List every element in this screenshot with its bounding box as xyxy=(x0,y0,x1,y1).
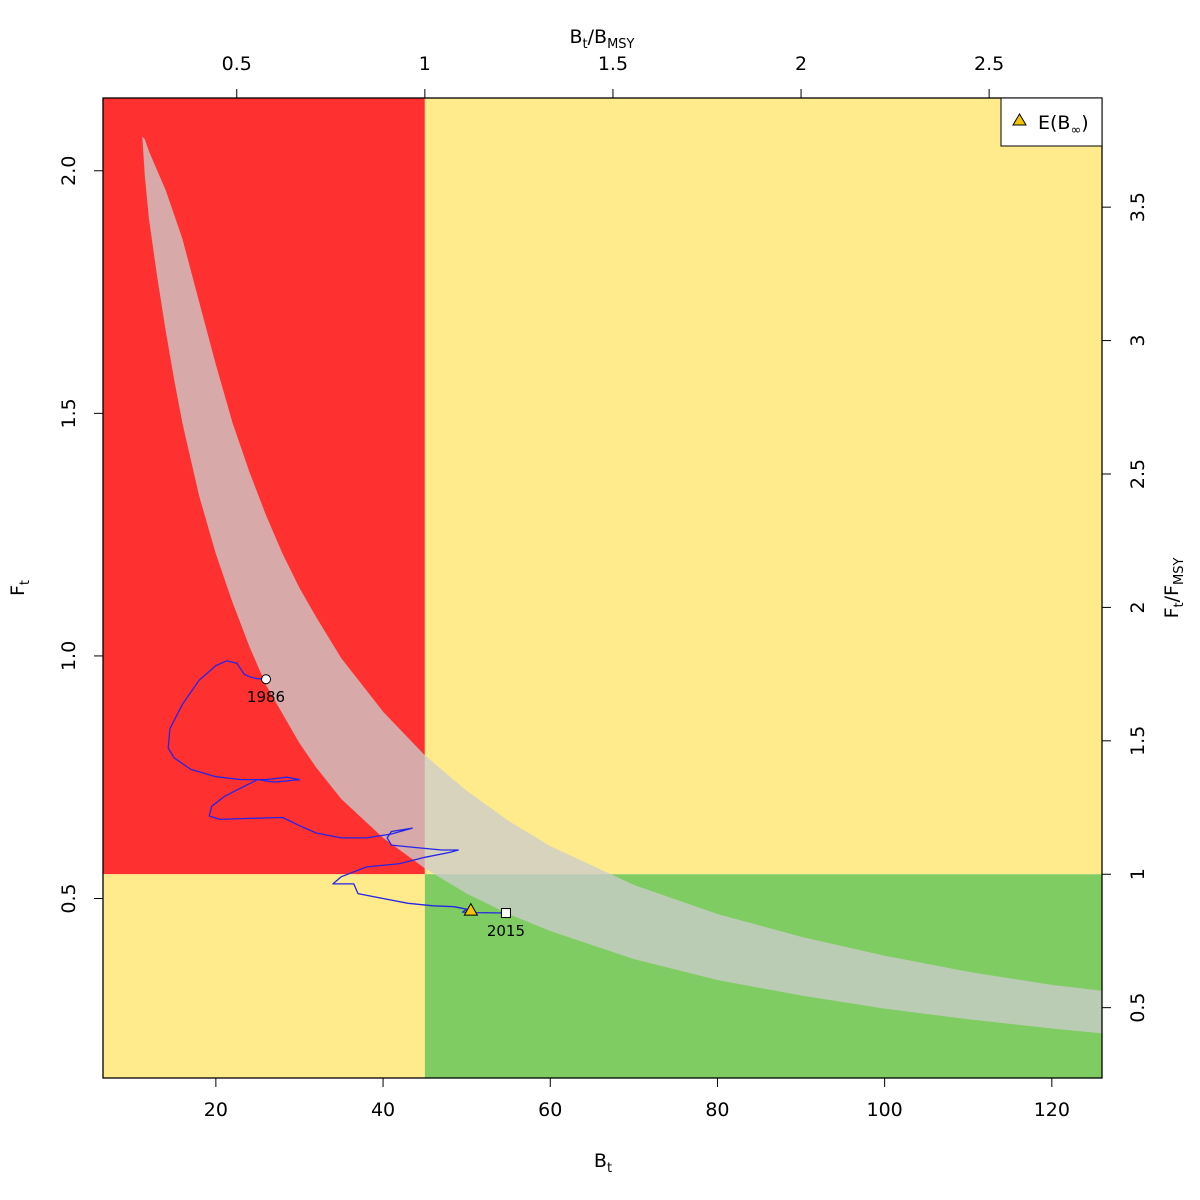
x-tick-label: 80 xyxy=(705,1099,729,1121)
right-tick-label: 2 xyxy=(1127,601,1149,613)
y-tick-label: 1.0 xyxy=(58,641,80,671)
biomass-fishing-trajectory xyxy=(167,660,506,914)
top-tick-label: 2 xyxy=(795,53,807,75)
end-year-label: 2015 xyxy=(487,922,525,940)
x-tick-label: 100 xyxy=(867,1099,903,1121)
msy-confidence-band xyxy=(142,136,1102,1034)
x-tick-label: 60 xyxy=(538,1099,562,1121)
quadrant-yellow-upper xyxy=(424,98,1102,875)
legend-label: E(B∞) xyxy=(1038,112,1089,138)
end-year-marker xyxy=(500,908,511,919)
right-tick-label: 1.5 xyxy=(1127,726,1149,756)
x-axis-title: Bt xyxy=(594,1150,612,1176)
top-tick-label: 1.5 xyxy=(598,53,628,75)
x-axis-bottom: 20 40 60 80 100 120 xyxy=(204,1078,1070,1121)
y-axis-right: 0.5 1 1.5 2 2.5 3 3.5 xyxy=(1102,192,1149,1023)
y-tick-label: 0.5 xyxy=(58,883,80,913)
right-tick-label: 0.5 xyxy=(1127,993,1149,1023)
y-axis-title: Ft xyxy=(7,580,33,596)
start-year-marker xyxy=(261,674,272,685)
y-tick-label: 2.0 xyxy=(58,156,80,186)
top-tick-label: 1 xyxy=(419,53,431,75)
equilibrium-marker xyxy=(463,902,479,916)
legend: E(B∞) xyxy=(1000,97,1103,147)
x-axis-top: 0.5 1 1.5 2 2.5 xyxy=(222,53,1004,98)
status-quadrants xyxy=(103,98,1102,1078)
right-axis-title: Ft/FMSY xyxy=(1161,558,1187,619)
x-tick-label: 40 xyxy=(371,1099,395,1121)
right-tick-label: 3 xyxy=(1127,335,1149,347)
msy-band-area xyxy=(142,136,1102,1034)
trajectory-markers: 1986 2015 xyxy=(247,674,525,940)
y-tick-label: 1.5 xyxy=(58,398,80,428)
y-axis-left: 0.5 1.0 1.5 2.0 xyxy=(58,156,103,914)
trajectory-line xyxy=(167,660,506,914)
top-tick-label: 2.5 xyxy=(974,53,1004,75)
start-year-label: 1986 xyxy=(247,688,285,706)
x-tick-label: 120 xyxy=(1034,1099,1070,1121)
plot-frame xyxy=(102,97,1103,1079)
top-axis-title: Bt/BMSY xyxy=(569,26,634,52)
right-tick-label: 1 xyxy=(1127,868,1149,880)
top-tick-label: 0.5 xyxy=(222,53,252,75)
quadrant-yellow-lower xyxy=(103,874,425,1078)
x-tick-label: 20 xyxy=(204,1099,228,1121)
right-tick-label: 2.5 xyxy=(1127,459,1149,489)
right-tick-label: 3.5 xyxy=(1127,192,1149,222)
legend-triangle-marker xyxy=(1012,113,1027,126)
